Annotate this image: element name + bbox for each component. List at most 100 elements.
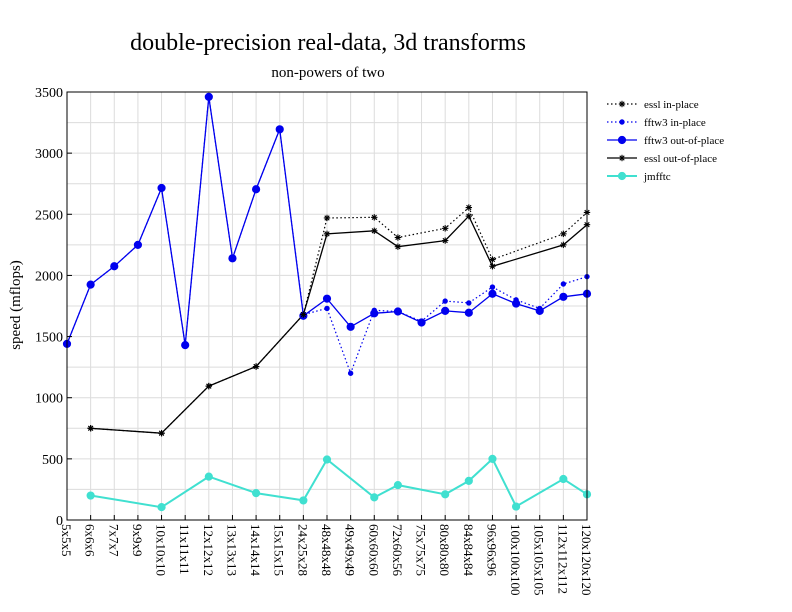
data-point-s2 xyxy=(464,308,473,317)
legend-label-3: essl out-of-place xyxy=(644,153,717,165)
legend-label-0: essl in-place xyxy=(644,99,699,111)
data-point-s1 xyxy=(489,284,496,290)
x-axis-ticks: 5x5x5 6x6x6 7x7x7 9x9x9 10x10x10 11x11x11 12x1… xyxy=(59,515,594,596)
y-tick-label: 500 xyxy=(42,453,63,468)
data-point-s0 xyxy=(394,234,402,241)
data-point-s3 xyxy=(465,212,473,220)
y-tick-label: 3500 xyxy=(35,86,63,101)
data-point-s4 xyxy=(299,496,308,505)
x-tick-label: 12x12x12 xyxy=(201,524,216,576)
data-point-s2 xyxy=(370,309,379,318)
data-point-s0 xyxy=(323,214,331,222)
data-point-s2 xyxy=(86,280,95,289)
legend-marker-2 xyxy=(617,135,627,145)
data-point-s2 xyxy=(251,185,261,194)
x-tick-label: 7x7x7 xyxy=(106,524,121,557)
data-point-s4 xyxy=(511,502,521,511)
data-point-s2 xyxy=(133,240,143,249)
series-line-1 xyxy=(66,96,588,376)
data-point-s3 xyxy=(394,243,402,250)
legend-label-2: fftw3 out-of-place xyxy=(644,135,724,147)
data-point-s2 xyxy=(393,307,403,316)
series-line-3 xyxy=(90,214,588,434)
data-point-s3 xyxy=(87,425,94,432)
x-tick-label: 48x48x48 xyxy=(319,524,334,576)
data-point-s3 xyxy=(205,382,213,390)
x-tick-label: 100x100x100 xyxy=(508,524,523,596)
data-point-s4 xyxy=(86,491,95,500)
data-point-s2 xyxy=(511,299,521,308)
data-point-s2 xyxy=(535,306,544,315)
data-point-s0 xyxy=(441,225,449,232)
legend-label-4: jmfftc xyxy=(643,171,671,183)
x-tick-label: 84x84x84 xyxy=(461,524,476,577)
data-point-s3 xyxy=(158,429,165,437)
data-point-s4 xyxy=(441,490,450,499)
data-point-s2 xyxy=(346,322,355,331)
data-point-s2 xyxy=(204,92,213,101)
data-point-s1 xyxy=(442,298,448,304)
data-point-s3 xyxy=(441,237,449,244)
x-tick-label: 120x120x120 xyxy=(579,524,594,596)
x-tick-label: 72x60x56 xyxy=(390,524,405,577)
x-tick-label: 15x15x15 xyxy=(272,524,287,576)
data-point-s4 xyxy=(251,488,261,498)
data-point-s2 xyxy=(441,306,450,315)
legend-marker-4 xyxy=(617,171,627,181)
data-point-s0 xyxy=(465,204,473,211)
data-point-s3 xyxy=(323,230,331,238)
data-point-s2 xyxy=(157,183,166,193)
y-tick-label: 0 xyxy=(56,514,63,529)
y-tick-label: 1500 xyxy=(35,331,63,346)
y-tick-label: 2000 xyxy=(35,269,63,284)
data-point-s1 xyxy=(466,300,472,306)
data-point-s4 xyxy=(370,493,379,502)
data-point-s3 xyxy=(252,363,260,370)
data-point-s3 xyxy=(489,263,496,270)
x-tick-label: 13x13x13 xyxy=(224,524,239,576)
y-axis-ticks: 0 500 1000 1500 2000 2500 3000 3500 xyxy=(35,86,72,529)
data-point-s2 xyxy=(181,341,190,350)
data-point-s4 xyxy=(322,455,332,464)
chart-title: double-precision real-data, 3d transform… xyxy=(130,30,526,56)
x-tick-label: 24x25x28 xyxy=(295,524,310,576)
series-line-4 xyxy=(90,457,588,509)
data-point-s1 xyxy=(324,305,330,312)
data-point-s4 xyxy=(393,481,403,490)
data-point-s1 xyxy=(560,281,567,287)
data-point-s2 xyxy=(275,125,284,134)
y-tick-label: 2500 xyxy=(35,208,63,223)
data-point-s0 xyxy=(489,256,496,263)
x-tick-label: 6x6x6 xyxy=(83,524,98,557)
legend-marker-0 xyxy=(618,100,626,108)
x-tick-label: 11x11x11 xyxy=(177,524,192,575)
legend-marker-1 xyxy=(619,119,625,125)
x-tick-label: 60x60x60 xyxy=(366,524,381,576)
data-point-s4 xyxy=(464,476,473,485)
data-point-s4 xyxy=(559,474,568,484)
y-tick-label: 1000 xyxy=(35,392,63,407)
data-point-s0 xyxy=(371,214,378,221)
data-point-s3 xyxy=(300,311,307,318)
x-tick-label: 112x112x112 xyxy=(555,524,570,594)
data-point-s2 xyxy=(228,254,237,263)
legend-label-1: fftw3 in-place xyxy=(644,117,706,129)
data-point-s2 xyxy=(322,294,332,303)
legend: essl in-place fftw3 in-place fftw3 out-of-… xyxy=(607,99,724,183)
data-point-s2 xyxy=(110,262,119,271)
legend-marker-3 xyxy=(618,154,626,162)
y-axis-label: speed (mflops) xyxy=(8,260,24,350)
x-tick-label: 105x105x105 xyxy=(532,524,547,596)
series-line-0 xyxy=(90,206,588,434)
y-tick-label: 3000 xyxy=(35,147,63,162)
data-point-s4 xyxy=(488,454,497,463)
data-point-s4 xyxy=(157,503,166,512)
data-point-s2 xyxy=(559,292,568,301)
x-tick-label: 75x75x75 xyxy=(414,524,429,576)
x-tick-label: 5x5x5 xyxy=(59,524,74,557)
x-tick-label: 10x10x10 xyxy=(154,524,169,576)
data-point-s2 xyxy=(488,289,497,298)
data-point-s2 xyxy=(417,318,426,327)
x-tick-label: 80x80x80 xyxy=(437,524,452,576)
data-point-s4 xyxy=(204,472,213,481)
